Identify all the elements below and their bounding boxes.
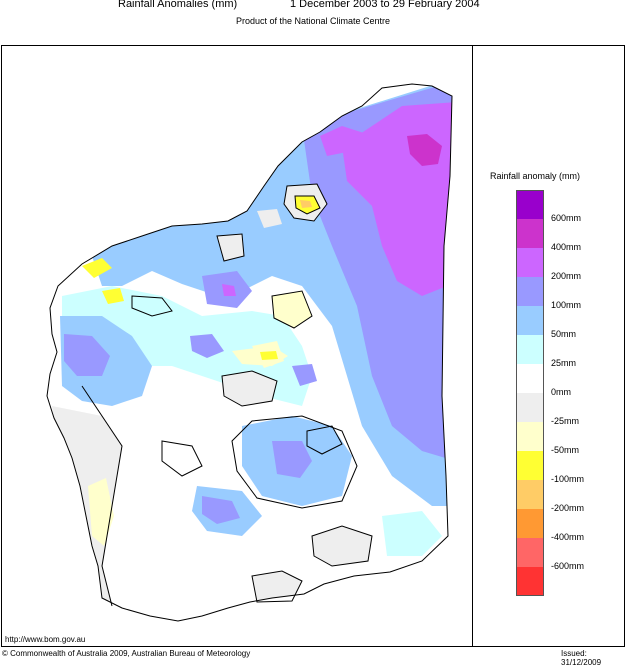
coastline [46, 83, 453, 622]
legend-label: 200mm [551, 271, 582, 281]
legend-swatch [516, 248, 544, 277]
legend-title: Rainfall anomaly (mm) [490, 171, 581, 181]
zone-minus100-coast [102, 288, 124, 304]
title-text: Rainfall Anomalies (mm) [118, 0, 238, 10]
legend-swatch [516, 306, 544, 335]
zone-minus200-kimberley [300, 200, 312, 208]
legend-label: 25mm [551, 358, 577, 368]
legend-swatch [516, 567, 544, 596]
zone-plus25-southeast [382, 511, 442, 556]
legend-swatch [516, 364, 544, 393]
footer-copyright: © Commonwealth of Australia 2009, Austra… [2, 649, 251, 658]
zone-plus200-pilbara [222, 284, 236, 296]
zone-minus25-pilbara [272, 291, 312, 328]
legend-swatch [516, 219, 544, 248]
legend-label: 600mm [551, 213, 582, 223]
zone-minus100-pilbara [82, 258, 112, 278]
zone-plus100-east-mid [292, 364, 317, 386]
zone-plus100-south [202, 496, 240, 524]
footer-issued: Issued: 31/12/2009 [561, 649, 602, 667]
legend-swatch [516, 451, 544, 480]
zone-minus25-pilbara-w [217, 234, 244, 261]
zone-plus200-arm [320, 126, 367, 156]
zone-minus100-north [260, 351, 278, 360]
legend-swatch [516, 509, 544, 538]
legend-label: 400mm [551, 242, 582, 252]
map-subtitle: Product of the National Climate Centre [235, 16, 391, 26]
map-frame [1, 45, 625, 647]
legend-label: -200mm [551, 503, 585, 513]
legend-swatch [516, 538, 544, 567]
legend-swatch [516, 393, 544, 422]
map-title: Rainfall Anomalies (mm) 1 December 2003 … [0, 0, 626, 12]
rainfall-anomaly-map [46, 83, 453, 622]
zone-minus25-north-coast [257, 209, 282, 228]
zone-plus400 [407, 134, 442, 166]
legend-label: -100mm [551, 474, 585, 484]
legend-label: -400mm [551, 532, 585, 542]
legend-label: 100mm [551, 300, 582, 310]
legend-label: -25mm [551, 416, 580, 426]
legend-label: 0mm [551, 387, 571, 397]
zone-minus50-sw [88, 478, 114, 546]
zone-minus25-se [312, 526, 372, 566]
footer-url[interactable]: http://www.bom.gov.au [5, 635, 86, 644]
legend-label: 50mm [551, 329, 577, 339]
legend-swatch [516, 190, 544, 219]
legend-label: -50mm [551, 445, 580, 455]
legend-divider [472, 45, 473, 647]
zone-minus25-south [252, 571, 302, 602]
zone-plus100-west [64, 334, 110, 376]
legend-swatch [516, 277, 544, 306]
legend-swatch [516, 422, 544, 451]
zone-minus25-mid [222, 371, 277, 406]
period-text: 1 December 2003 to 29 February 2004 [290, 0, 480, 10]
legend-swatch [516, 335, 544, 364]
zone-plus100-mid [190, 334, 224, 358]
zone-minus50-north [232, 346, 288, 366]
zone-plus100-central [272, 441, 312, 478]
legend-label: -600mm [551, 561, 585, 571]
legend-swatch [516, 480, 544, 509]
